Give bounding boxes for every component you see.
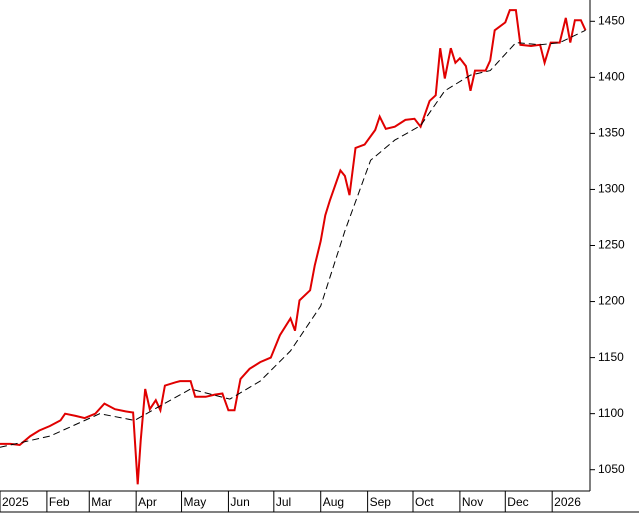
x-tick-label: Dec	[507, 495, 528, 509]
series-line	[0, 9, 587, 485]
x-tick-label: Feb	[49, 495, 70, 509]
x-tick-label: Apr	[138, 495, 157, 509]
series-line	[0, 29, 586, 448]
y-tick-label: 1450	[598, 13, 625, 27]
y-tick-label: 1350	[598, 126, 625, 140]
y-tick-label: 1050	[598, 462, 625, 476]
y-tick-label: 1100	[598, 406, 624, 420]
y-tick-label: 1200	[598, 294, 625, 308]
x-tick-label: May	[184, 495, 207, 509]
x-tick-label: Sep	[370, 495, 392, 509]
x-tick-label: Oct	[415, 495, 434, 509]
y-tick-label: 1250	[598, 238, 625, 252]
y-tick-label: 1400	[598, 70, 625, 84]
y-tick-label: 1300	[598, 182, 625, 196]
x-tick-label: Mar	[91, 495, 112, 509]
x-tick-label: Jun	[230, 495, 249, 509]
x-tick-label: Aug	[323, 495, 344, 509]
x-tick-label: Nov	[462, 495, 483, 509]
y-tick-label: 1150	[598, 350, 624, 364]
x-tick-label: Jul	[276, 495, 291, 509]
x-tick-label: 2026	[554, 495, 581, 509]
x-tick-label: 2025	[2, 495, 29, 509]
